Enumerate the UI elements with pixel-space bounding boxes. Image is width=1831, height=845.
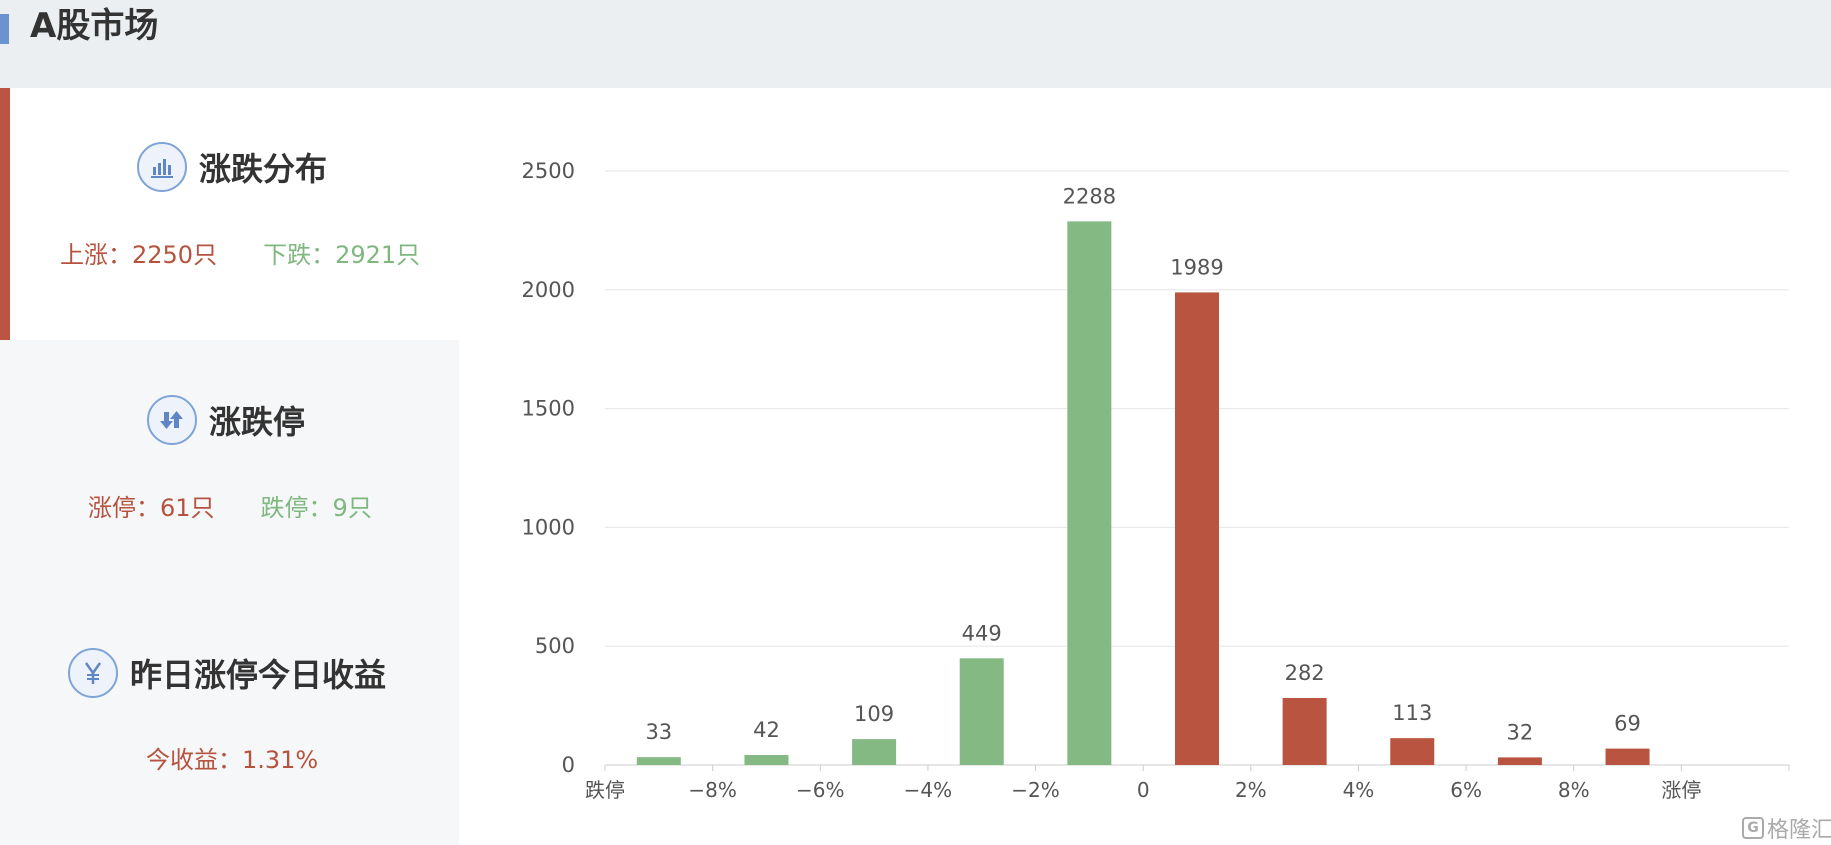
data-label: 109	[854, 702, 894, 726]
distribution-title: 涨跌分布	[199, 150, 328, 188]
distribution-panel[interactable]	[0, 88, 459, 340]
limits-stats: 涨停：61只 跌停：9只	[88, 488, 372, 523]
x-tick-label: 8%	[1558, 778, 1590, 802]
distribution-title-row[interactable]: 涨跌分布	[137, 142, 327, 192]
distribution-stats: 上涨：2250只 下跌：2921只	[60, 235, 420, 270]
bar	[1282, 697, 1327, 765]
data-label: 42	[753, 718, 780, 742]
x-tick-label: −4%	[904, 778, 953, 802]
bar	[744, 755, 789, 765]
watermark: G 格隆汇	[1742, 812, 1831, 844]
yesterday-stats: 今收益：1.31%	[146, 740, 318, 775]
data-label: 32	[1507, 720, 1534, 744]
y-tick-label: 1500	[522, 397, 575, 421]
x-tick-label: −6%	[796, 778, 845, 802]
data-label: 113	[1392, 701, 1432, 725]
bar	[1175, 292, 1219, 765]
yen-icon	[68, 648, 118, 698]
header-bar: A股市场	[0, 0, 1831, 88]
header-accent	[0, 14, 9, 44]
bar	[959, 658, 1004, 765]
bar	[1605, 748, 1650, 765]
x-tick-label: −8%	[688, 778, 737, 802]
yesterday-title: 昨日涨停今日收益	[130, 656, 387, 694]
watermark-text: 格隆汇	[1767, 818, 1831, 843]
data-label: 1989	[1170, 255, 1223, 279]
down-count: 下跌：2921只	[263, 241, 421, 269]
x-tick-label: −2%	[1011, 778, 1059, 802]
x-tick-label: 2%	[1235, 778, 1267, 802]
today-return: 今收益：1.31%	[146, 746, 319, 774]
active-panel-indicator	[0, 88, 10, 340]
limit-down-count: 跌停：9只	[260, 494, 372, 522]
data-label: 69	[1614, 712, 1641, 736]
x-tick-label: 6%	[1450, 778, 1482, 802]
data-label: 2288	[1063, 184, 1116, 208]
bar	[1390, 738, 1435, 765]
up-down-arrows-icon	[147, 395, 197, 445]
x-tick-label: 0	[1137, 778, 1150, 802]
y-tick-label: 1000	[522, 515, 575, 539]
y-tick-label: 0	[562, 753, 575, 777]
data-label: 282	[1285, 661, 1325, 685]
limits-title-row[interactable]: 涨跌停	[147, 395, 305, 445]
side-panels	[0, 340, 459, 845]
x-tick-label: 4%	[1343, 778, 1375, 802]
limit-up-count: 涨停：61只	[88, 494, 215, 522]
up-count: 上涨：2250只	[60, 241, 218, 269]
bar	[852, 739, 897, 765]
yesterday-title-row[interactable]: 昨日涨停今日收益	[68, 648, 386, 698]
bar	[636, 757, 681, 765]
x-tick-label: 跌停	[585, 778, 625, 802]
bar	[1497, 757, 1542, 765]
gelonghui-logo-icon: G	[1742, 817, 1764, 839]
bar-chart-icon	[137, 142, 187, 192]
data-label: 449	[962, 621, 1002, 645]
limits-title: 涨跌停	[209, 403, 306, 441]
y-tick-label: 500	[535, 634, 575, 658]
y-tick-label: 2000	[522, 278, 575, 302]
y-tick-label: 2500	[522, 159, 575, 183]
bar	[1067, 221, 1112, 765]
page-title: A股市场	[30, 6, 159, 46]
data-label: 33	[645, 720, 672, 744]
distribution-chart: 0 500 1000 1500 2000 2500 跌停 −8% −6% −4% −2% 0 2% 4% 6…	[522, 159, 1790, 802]
x-tick-label: 涨停	[1661, 778, 1701, 802]
